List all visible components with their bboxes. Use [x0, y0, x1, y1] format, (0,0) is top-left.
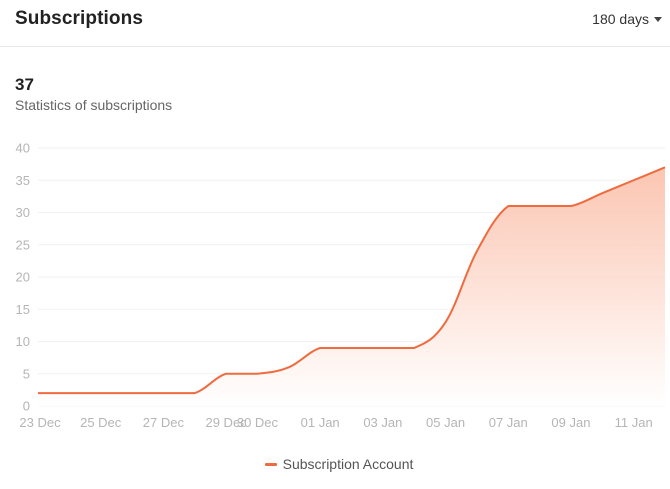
x-tick-label: 23 Dec — [19, 415, 61, 430]
x-tick-label: 30 Dec — [237, 415, 279, 430]
data-point[interactable]: 08 Jan: 31 — [534, 200, 546, 212]
data-point[interactable]: 23 Dec: 2 — [32, 387, 44, 399]
data-point[interactable]: 04 Jan: 9 — [408, 342, 420, 354]
data-point[interactable]: 27 Dec: 2 — [157, 387, 169, 399]
data-point[interactable]: 02 Jan: 9 — [346, 342, 358, 354]
y-axis-ticks: 0 5 10 15 20 25 30 35 40 — [16, 141, 30, 414]
data-point[interactable]: 03 Jan: 9 — [377, 342, 389, 354]
range-dropdown[interactable]: 180 days — [592, 11, 662, 27]
subscription-count-label: Statistics of subscriptions — [15, 97, 173, 113]
data-point[interactable]: 31 Dec: 6 — [283, 361, 295, 373]
y-tick-label: 0 — [23, 399, 30, 414]
data-point[interactable]: 09 Jan: 31 — [565, 200, 577, 212]
y-tick-label: 10 — [16, 334, 30, 349]
legend-swatch — [264, 462, 277, 466]
data-point[interactable]: 07 Jan: 31 — [502, 200, 514, 212]
data-point[interactable]: 28 Dec: 2 — [189, 387, 201, 399]
x-tick-label: 11 Jan — [615, 415, 653, 430]
y-tick-label: 30 — [16, 205, 30, 220]
chart-legend[interactable]: Subscription Account — [0, 456, 670, 472]
series-line[interactable] — [37, 166, 666, 395]
data-point[interactable]: 26 Dec: 2 — [126, 387, 138, 399]
data-point[interactable]: 06 Jan: 24 — [471, 245, 483, 257]
series-area-fill — [38, 167, 665, 406]
x-tick-label: 03 Jan — [363, 415, 402, 430]
data-point[interactable]: 29 Dec: 5 — [220, 368, 232, 380]
caret-down-icon — [654, 16, 662, 22]
data-point[interactable]: 11 Jan: 35 — [628, 174, 640, 186]
data-point[interactable]: 25 Dec: 2 — [95, 387, 107, 399]
x-tick-label: 01 Jan — [301, 415, 340, 430]
x-tick-label: 09 Jan — [551, 415, 590, 430]
legend-label: Subscription Account — [282, 456, 414, 472]
x-tick-label: 27 Dec — [143, 415, 185, 430]
x-tick-label: 05 Jan — [426, 415, 465, 430]
card-header: Subscriptions 180 days — [0, 0, 670, 47]
chart-area: 23 Dec: 2 24 Dec: 2 25 Dec: 2 26 Dec: 2 27 D… — [32, 166, 666, 406]
data-point[interactable]: 24 Dec: 2 — [63, 387, 75, 399]
y-tick-label: 20 — [16, 270, 30, 285]
range-dropdown-label: 180 days — [592, 11, 649, 27]
y-tick-label: 40 — [16, 141, 30, 156]
y-tick-label: 15 — [16, 302, 30, 317]
subscription-count: 37 — [15, 75, 34, 94]
data-point[interactable]: 05 Jan: 13 — [440, 316, 452, 328]
x-tick-label: 29 Dec — [205, 415, 247, 430]
data-point[interactable]: 30 Dec: 5 — [251, 368, 263, 380]
x-tick-label: 07 Jan — [489, 415, 528, 430]
y-tick-label: 35 — [16, 173, 30, 188]
card-title: Subscriptions — [15, 8, 143, 29]
data-point[interactable]: 01 Jan: 9 — [314, 342, 326, 354]
data-point[interactable]: 10 Jan: 33 — [596, 187, 608, 199]
y-tick-label: 25 — [16, 237, 30, 252]
x-tick-label: 25 Dec — [80, 415, 122, 430]
y-tick-label: 5 — [23, 366, 30, 381]
